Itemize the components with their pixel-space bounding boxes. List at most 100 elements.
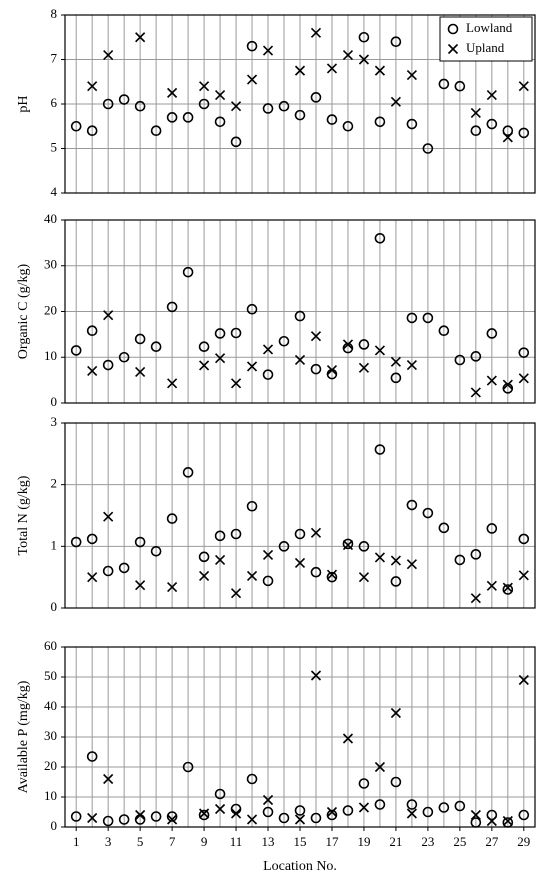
upland-marker — [390, 707, 401, 719]
lowland-marker — [278, 541, 290, 552]
y-tick-label: 50 — [44, 668, 57, 683]
lowland-marker — [262, 575, 274, 587]
upland-marker — [374, 345, 385, 356]
lowland-marker — [422, 143, 434, 154]
lowland-marker — [486, 328, 498, 339]
lowland-marker — [422, 312, 434, 324]
lowland-marker — [70, 811, 82, 822]
upland-marker — [310, 27, 322, 38]
legend-marker — [447, 43, 459, 55]
lowland-marker — [294, 528, 306, 540]
lowland-marker — [118, 814, 130, 825]
upland-marker — [470, 593, 481, 604]
y-axis-label: pH — [16, 95, 31, 112]
lowland-marker — [326, 571, 338, 583]
lowland-marker — [502, 817, 514, 828]
lowland-marker — [166, 811, 178, 822]
y-tick-label: 20 — [44, 302, 57, 317]
lowland-marker — [294, 109, 306, 121]
lowland-marker — [454, 354, 466, 366]
lowland-marker — [358, 339, 370, 350]
x-tick-label: 25 — [453, 834, 466, 849]
lowland-marker — [390, 776, 402, 788]
lowland-marker — [214, 116, 226, 128]
lowland-marker — [150, 545, 162, 557]
lowland-marker — [150, 811, 162, 822]
x-tick-label: 19 — [357, 834, 370, 849]
lowland-marker — [438, 325, 450, 337]
upland-marker — [502, 132, 513, 143]
lowland-marker — [342, 538, 354, 550]
lowland-marker — [262, 103, 274, 114]
lowland-marker — [278, 335, 290, 347]
lowland-marker — [150, 341, 162, 353]
lowland-marker — [262, 369, 274, 380]
y-tick-label: 20 — [44, 758, 57, 773]
upland-marker — [246, 361, 258, 372]
lowland-marker — [230, 327, 242, 339]
upland-marker — [310, 527, 322, 538]
lowland-marker — [374, 799, 386, 810]
lowland-marker — [166, 301, 178, 313]
x-tick-label: 1 — [73, 834, 80, 849]
y-tick-label: 3 — [51, 414, 58, 429]
upland-marker — [230, 588, 242, 599]
upland-marker — [374, 65, 385, 76]
upland-marker — [502, 379, 513, 390]
lowland-marker — [358, 31, 370, 43]
lowland-marker — [134, 333, 146, 345]
upland-marker — [486, 815, 497, 827]
upland-marker — [167, 814, 178, 825]
lowland-marker — [470, 125, 482, 136]
upland-marker — [103, 511, 114, 522]
upland-marker — [246, 74, 258, 85]
x-tick-label: 29 — [517, 834, 530, 849]
upland-marker — [502, 582, 513, 593]
lowland-marker — [214, 530, 226, 542]
lowland-marker — [406, 312, 418, 324]
lowland-marker — [102, 815, 114, 827]
upland-marker — [342, 733, 354, 744]
upland-marker — [358, 572, 370, 583]
lowland-marker — [118, 94, 130, 105]
lowland-marker — [342, 120, 354, 132]
y-tick-label: 30 — [44, 728, 57, 743]
lowland-marker — [390, 372, 402, 384]
lowland-marker — [86, 125, 98, 136]
upland-marker — [262, 794, 274, 806]
lowland-marker — [166, 513, 178, 524]
lowland-marker — [182, 266, 194, 278]
y-tick-label: 30 — [44, 257, 57, 272]
lowland-marker — [262, 806, 274, 818]
lowland-marker — [70, 536, 82, 548]
upland-marker — [310, 331, 322, 342]
lowland-marker — [118, 562, 130, 574]
upland-marker — [390, 555, 401, 566]
lowland-marker — [438, 802, 450, 813]
x-tick-label: 27 — [485, 834, 499, 849]
y-tick-label: 0 — [51, 818, 58, 833]
upland-marker — [215, 90, 226, 101]
upland-marker — [215, 554, 226, 565]
lowland-marker — [422, 507, 434, 519]
lowland-marker — [486, 118, 498, 130]
y-tick-label: 10 — [44, 788, 57, 803]
y-tick-label: 7 — [51, 50, 58, 65]
lowland-marker — [310, 363, 322, 375]
upland-marker — [486, 90, 497, 101]
upland-marker — [294, 354, 306, 366]
lowland-marker — [246, 40, 258, 52]
lowland-marker — [198, 341, 210, 353]
lowland-marker — [230, 528, 242, 540]
upland-marker — [390, 96, 401, 107]
upland-marker — [390, 356, 401, 367]
lowland-marker — [326, 809, 338, 821]
upland-marker — [199, 808, 210, 819]
lowland-marker — [454, 80, 466, 92]
lowland-marker — [470, 351, 482, 362]
lowland-marker — [502, 584, 514, 595]
plot-frame — [64, 422, 536, 609]
upland-marker — [246, 814, 258, 825]
upland-marker — [326, 63, 338, 74]
